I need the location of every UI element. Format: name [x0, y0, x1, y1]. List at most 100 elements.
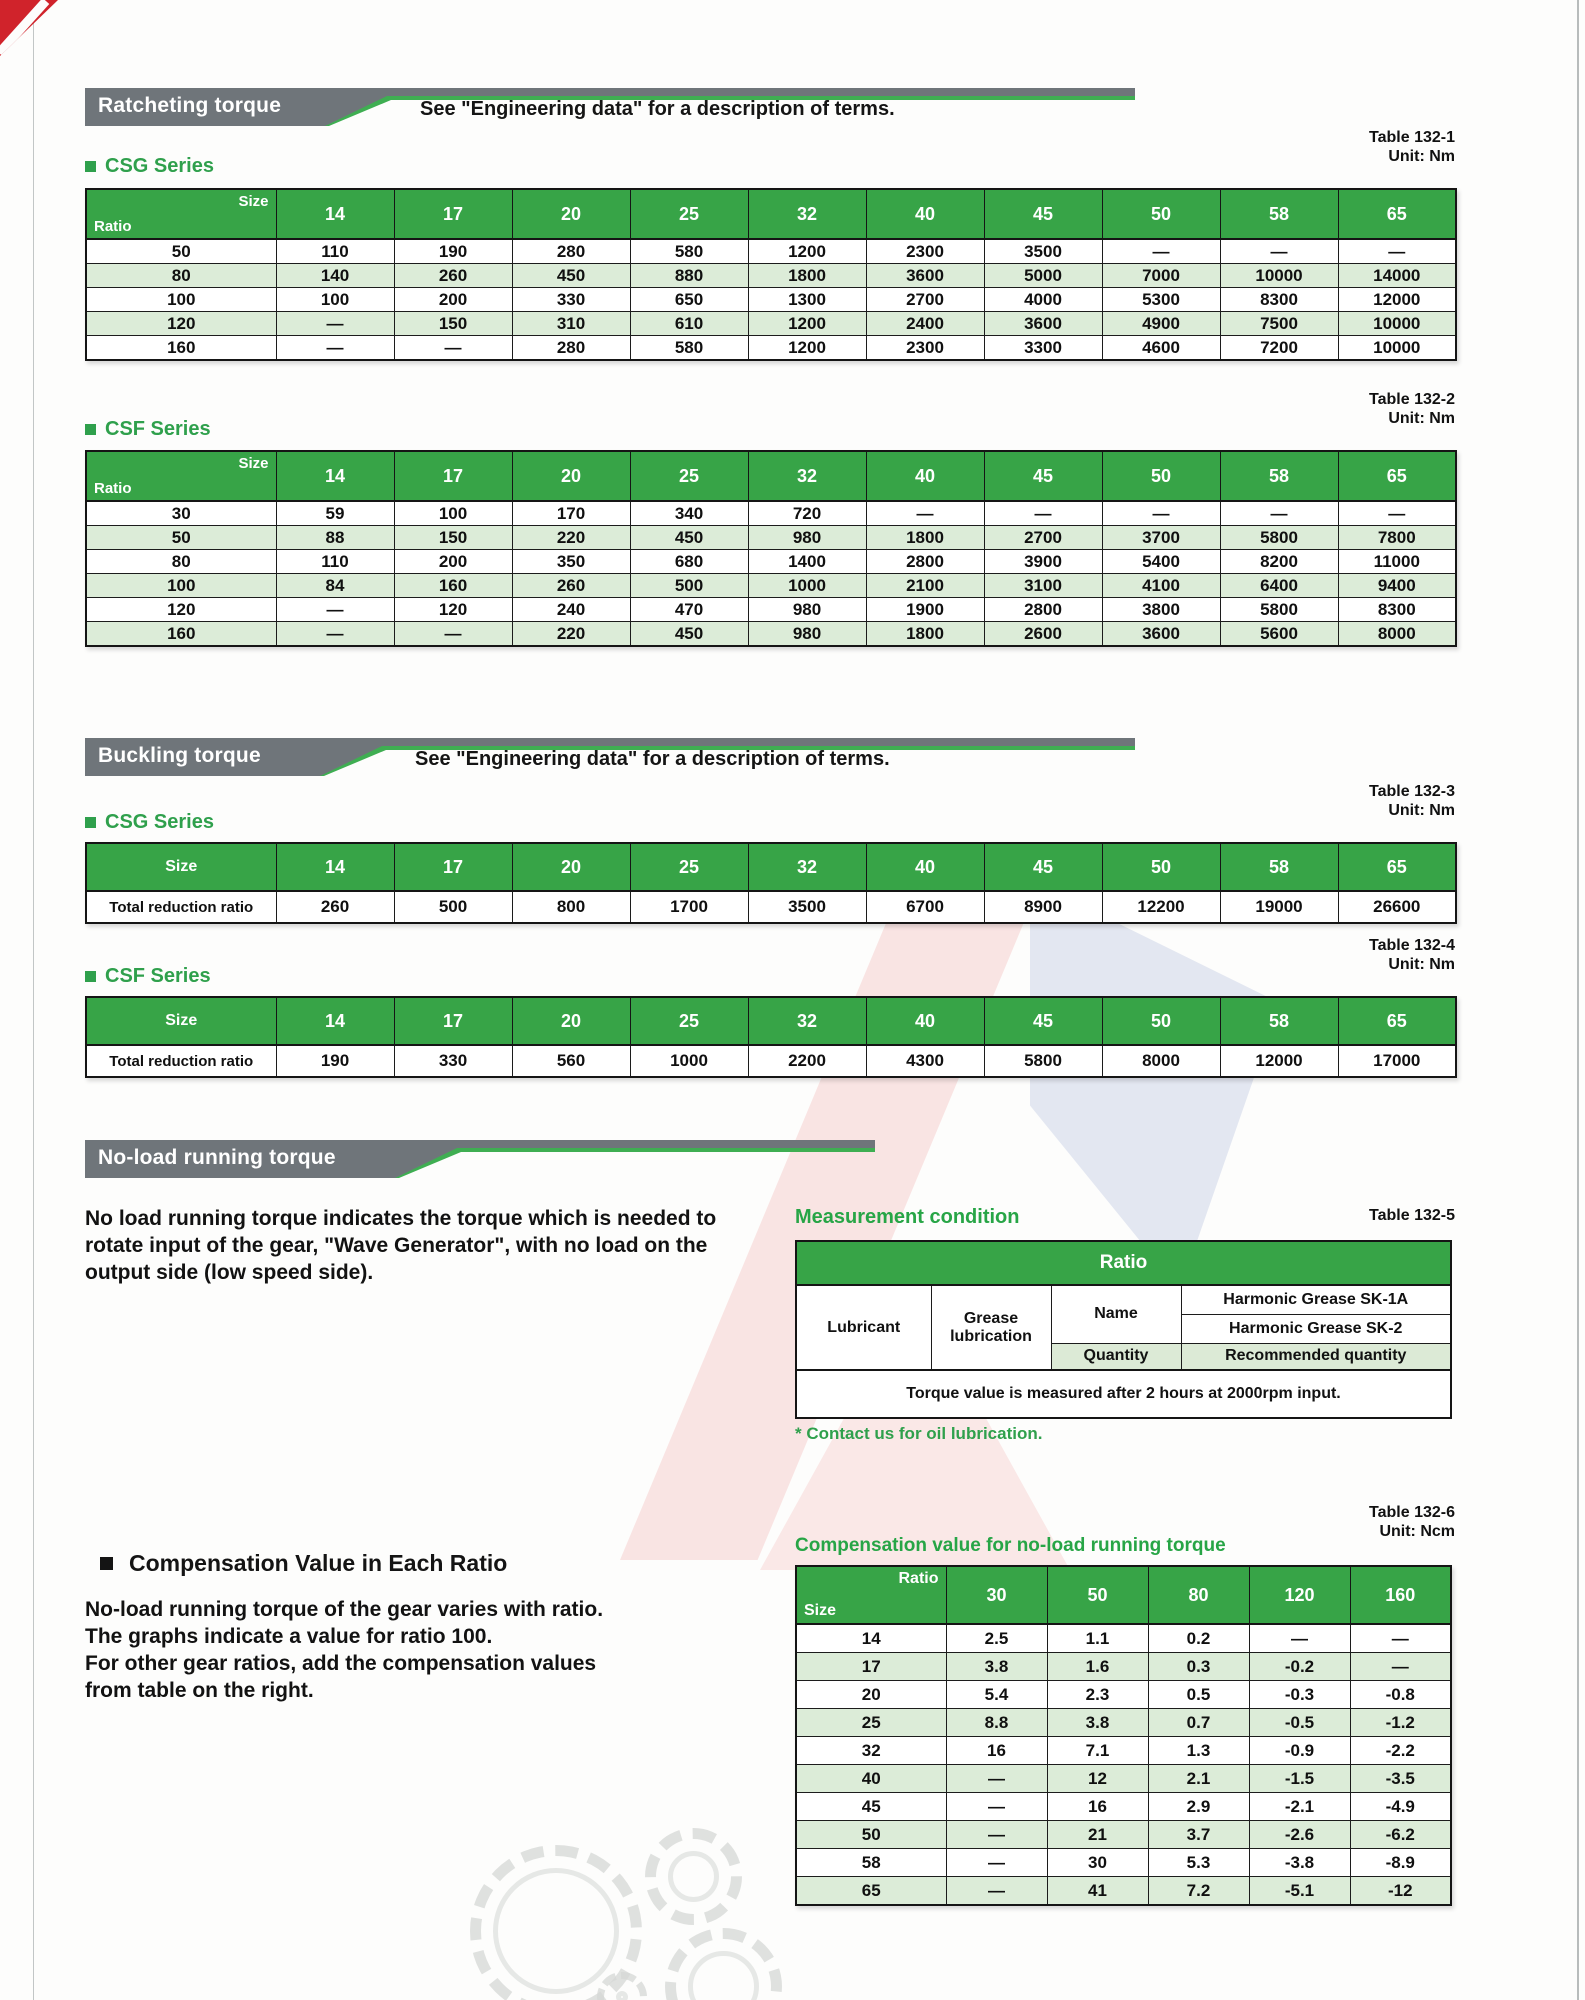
value-cell: — — [945, 1792, 1048, 1821]
value-cell: 560 — [511, 1044, 631, 1078]
quantity-value: Recommended quantity — [1180, 1342, 1452, 1371]
value-cell: 3600 — [1101, 621, 1221, 647]
row-header-cell: 40 — [795, 1764, 947, 1793]
value-cell: 41 — [1046, 1876, 1149, 1906]
size-column-header: 14 — [275, 996, 395, 1046]
gear-watermark-icon — [665, 1928, 782, 2000]
compensation-table-heading: Compensation value for no-load running t… — [795, 1535, 1226, 1556]
description-line: No-load running torque of the gear varie… — [85, 1598, 604, 1621]
size-column-header: 32 — [747, 996, 867, 1046]
value-cell: — — [945, 1876, 1048, 1906]
table-row: 120—120 240 470 980 1900 2800 3800 5800 8300 — [85, 597, 1457, 622]
value-cell: 0.5 — [1147, 1680, 1250, 1709]
value-cell: -6.2 — [1349, 1820, 1452, 1849]
quantity-cell: Quantity — [1050, 1342, 1182, 1371]
value-cell: 280 — [511, 238, 631, 264]
size-column-header: 25 — [629, 188, 749, 240]
corner-label-ratio: Ratio — [94, 480, 132, 497]
value-cell: 3.8 — [945, 1652, 1048, 1681]
heading-text: Compensation Value in Each Ratio — [129, 1550, 508, 1576]
table-number: Table 132-6 — [1369, 1504, 1455, 1521]
table-row: 20 5.4 2.3 0.5 -0.3 -0.8 — [795, 1680, 1452, 1709]
value-cell: 21 — [1046, 1820, 1149, 1849]
value-cell: — — [1101, 238, 1221, 264]
watermark-blue-shape — [1030, 880, 1280, 1290]
row-header-cell: 80 — [85, 549, 277, 574]
size-column-header: 17 — [393, 450, 513, 502]
value-cell: 1800 — [865, 525, 985, 550]
row-header-cell: 100 — [85, 287, 277, 312]
value-cell: 2100 — [865, 573, 985, 598]
value-cell: 10000 — [1337, 311, 1457, 336]
csf-ratcheting-table: Size Ratio 14 17 20 25 32 40 45 50 58 65 30 59 100 1… — [85, 450, 1457, 647]
value-cell: 5800 — [1219, 525, 1339, 550]
value-cell: -0.9 — [1248, 1736, 1351, 1765]
value-cell: 680 — [629, 549, 749, 574]
value-cell: -0.5 — [1248, 1708, 1351, 1737]
value-cell: 220 — [511, 621, 631, 647]
row-header-cell: 14 — [795, 1623, 947, 1653]
value-cell: 59 — [275, 500, 395, 526]
value-cell: 260 — [511, 573, 631, 598]
size-column-header: 40 — [865, 842, 985, 892]
size-column-header: 17 — [393, 996, 513, 1046]
value-cell: 5.4 — [945, 1680, 1048, 1709]
row-header-cell: Total reduction ratio — [85, 890, 277, 924]
table-number: Table 132-5 — [1369, 1207, 1455, 1224]
lubricant-row: Harmonic Grease SK-2 — [796, 1313, 1452, 1344]
value-cell: — — [983, 500, 1103, 526]
value-cell: 4000 — [983, 287, 1103, 312]
value-cell: 1700 — [629, 890, 749, 924]
value-cell: 30 — [1046, 1848, 1149, 1877]
value-cell: — — [945, 1820, 1048, 1849]
value-cell: 260 — [275, 890, 395, 924]
value-cell: 1800 — [865, 621, 985, 647]
size-column-header: 25 — [629, 996, 749, 1046]
size-column-header: 50 — [1101, 188, 1221, 240]
value-cell: 1900 — [865, 597, 985, 622]
value-cell: 3300 — [983, 335, 1103, 361]
value-cell: -8.9 — [1349, 1848, 1452, 1877]
value-cell: 2200 — [747, 1044, 867, 1078]
value-cell: 3.7 — [1147, 1820, 1250, 1849]
table-label: Table 132-6 Unit: Ncm — [1369, 1503, 1455, 1541]
table-number: Table 132-2 — [1369, 391, 1455, 408]
diagonal-header-cell: Size Ratio — [85, 188, 277, 240]
size-header-label: Size — [85, 842, 277, 892]
value-cell: 0.3 — [1147, 1652, 1250, 1681]
value-cell: 2.9 — [1147, 1792, 1250, 1821]
ratio-header-row: Ratio — [795, 1240, 1452, 1286]
row-header-cell: 25 — [795, 1708, 947, 1737]
size-column-header: 120 — [1248, 1565, 1351, 1625]
value-cell: — — [393, 335, 513, 361]
value-cell: 330 — [511, 287, 631, 312]
value-cell: 8000 — [1337, 621, 1457, 647]
value-cell: 720 — [747, 500, 867, 526]
table-label: Table 132-2 Unit: Nm — [1369, 390, 1455, 428]
value-cell: 100 — [393, 500, 513, 526]
row-header-cell: 120 — [85, 311, 277, 336]
section-title: No-load running torque — [98, 1146, 336, 1169]
value-cell: 9400 — [1337, 573, 1457, 598]
compensation-description: No-load running torque of the gear varie… — [85, 1596, 603, 1704]
corner-label-ratio: Ratio — [898, 1570, 939, 1587]
value-cell: 6400 — [1219, 573, 1339, 598]
size-header-row: Size Ratio 14 17 20 25 32 40 45 50 58 65 — [85, 188, 1457, 240]
value-cell: 7500 — [1219, 311, 1339, 336]
measurement-condition-heading: Measurement condition — [795, 1206, 1020, 1228]
size-column-header: 65 — [1337, 842, 1457, 892]
value-cell: — — [865, 500, 985, 526]
value-cell: 8200 — [1219, 549, 1339, 574]
value-cell: 84 — [275, 573, 395, 598]
value-cell: 610 — [629, 311, 749, 336]
size-column-header: 65 — [1337, 996, 1457, 1046]
table-row: 25 8.8 3.8 0.7 -0.5 -1.2 — [795, 1708, 1452, 1737]
size-column-header: 25 — [629, 842, 749, 892]
table-number: Table 132-1 — [1369, 129, 1455, 146]
value-cell: — — [945, 1848, 1048, 1877]
value-cell: — — [1349, 1623, 1452, 1653]
value-cell: 450 — [511, 263, 631, 288]
ratio-header-row: Ratio Size 30 50 80 120 160 — [795, 1565, 1452, 1625]
size-column-header: 80 — [1147, 1565, 1250, 1625]
value-cell: 8.8 — [945, 1708, 1048, 1737]
